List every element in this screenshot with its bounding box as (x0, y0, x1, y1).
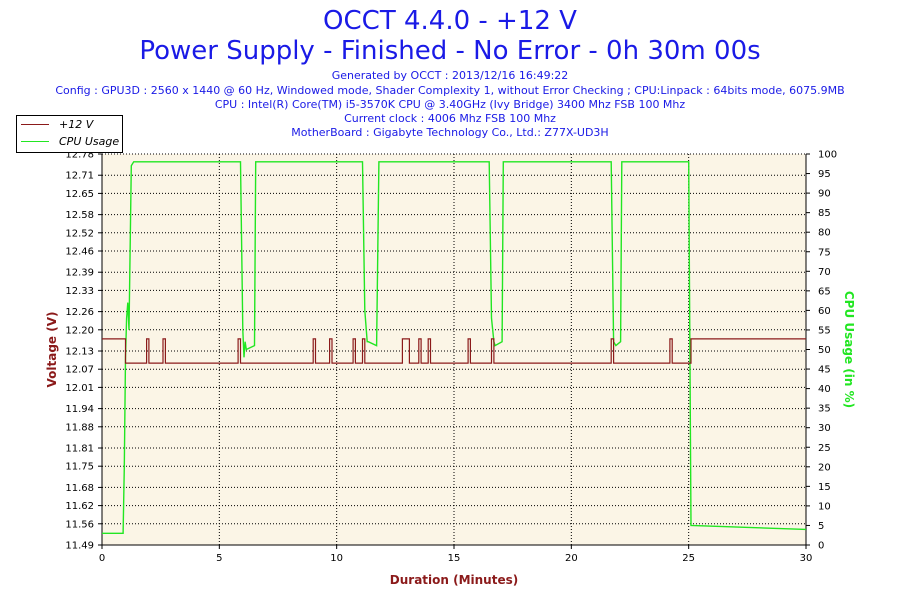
y-left-tick-label-9: 12.07 (65, 365, 94, 376)
legend-swatch-cpu (21, 141, 49, 142)
y-left-tick-label-7: 11.94 (65, 404, 94, 415)
y-right-tick-label-4: 20 (818, 462, 831, 473)
y-right-tick-label-0: 0 (818, 541, 824, 552)
info-cpu: CPU : Intel(R) Core(TM) i5-3570K CPU @ 3… (214, 98, 686, 111)
chart-title: OCCT 4.4.0 - +12 V (323, 6, 577, 36)
y-left-tick-label-6: 11.88 (65, 422, 94, 433)
y-right-tick-label-18: 90 (818, 189, 831, 200)
series-line-voltage (102, 338, 806, 364)
y-left-tick-label-17: 12.58 (65, 210, 94, 221)
y-right-tick-label-8: 40 (818, 384, 831, 395)
y-left-tick-label-14: 12.39 (65, 268, 94, 279)
y-right-tick-label-6: 30 (818, 423, 831, 434)
y-right-tick-label-11: 55 (818, 325, 831, 336)
y-right-tick-label-16: 80 (818, 228, 831, 239)
y-right-tick-label-1: 5 (818, 521, 824, 532)
y-right-tick-label-10: 50 (818, 345, 831, 356)
y-right-tick-label-7: 35 (818, 404, 831, 415)
x-axis-label: Duration (Minutes) (390, 573, 518, 587)
y-left-tick-label-1: 11.56 (65, 519, 94, 530)
y-left-tick-label-20: 12.78 (65, 150, 94, 161)
legend-swatch-voltage (21, 124, 49, 125)
y-right-tick-label-5: 25 (818, 443, 831, 454)
y-left-tick-label-3: 11.68 (65, 483, 94, 494)
y-left-tick-label-0: 11.49 (65, 541, 94, 552)
x-tick-label-4: 20 (565, 553, 578, 564)
y-right-tick-label-9: 45 (818, 365, 831, 376)
y-left-tick-label-5: 11.81 (65, 444, 94, 455)
info-generated: Generated by OCCT : 2013/12/16 16:49:22 (331, 69, 569, 82)
chart-subtitle: Power Supply - Finished - No Error - 0h … (139, 36, 761, 66)
info-config: Config : GPU3D : 2560 x 1440 @ 60 Hz, Wi… (55, 84, 845, 97)
y-left-tick-label-4: 11.75 (65, 462, 94, 473)
y-left-tick-label-19: 12.71 (65, 171, 94, 182)
y-right-tick-label-14: 70 (818, 267, 831, 278)
y-left-tick-label-16: 12.52 (65, 228, 94, 239)
y-right-tick-label-19: 95 (818, 169, 831, 180)
y-right-axis-label: CPU Usage (in %) (842, 291, 856, 408)
y-left-tick-label-11: 12.20 (65, 325, 94, 336)
x-tick-label-0: 0 (99, 553, 105, 564)
y-right-tick-label-12: 60 (818, 306, 831, 317)
y-left-tick-label-8: 12.01 (65, 383, 94, 394)
y-right-tick-label-20: 100 (818, 150, 837, 161)
x-tick-label-1: 5 (216, 553, 222, 564)
y-right-tick-label-17: 85 (818, 208, 831, 219)
legend-label-cpu: CPU Usage (59, 135, 120, 148)
info-clock: Current clock : 4006 Mhz FSB 100 Mhz (344, 112, 556, 125)
info-motherboard: MotherBoard : Gigabyte Technology Co., L… (291, 126, 609, 139)
y-left-tick-label-2: 11.62 (65, 501, 94, 512)
x-tick-label-5: 25 (682, 553, 695, 564)
y-right-tick-label-13: 65 (818, 286, 831, 297)
y-left-tick-label-10: 12.13 (65, 347, 94, 358)
y-right-tick-label-3: 15 (818, 482, 831, 493)
y-left-tick-label-15: 12.46 (65, 246, 94, 257)
y-right-tick-label-15: 75 (818, 247, 831, 258)
x-tick-label-2: 10 (330, 553, 343, 564)
y-left-axis-label: Voltage (V) (45, 312, 59, 388)
x-tick-label-3: 15 (448, 553, 461, 564)
y-left-tick-label-12: 12.26 (65, 307, 94, 318)
y-left-tick-label-13: 12.33 (65, 286, 94, 297)
y-right-tick-label-2: 10 (818, 501, 831, 512)
legend-label-voltage: +12 V (59, 118, 94, 131)
x-tick-label-6: 30 (800, 553, 813, 564)
y-left-tick-label-18: 12.65 (65, 189, 94, 200)
chart-legend: +12 V CPU Usage (16, 115, 123, 153)
